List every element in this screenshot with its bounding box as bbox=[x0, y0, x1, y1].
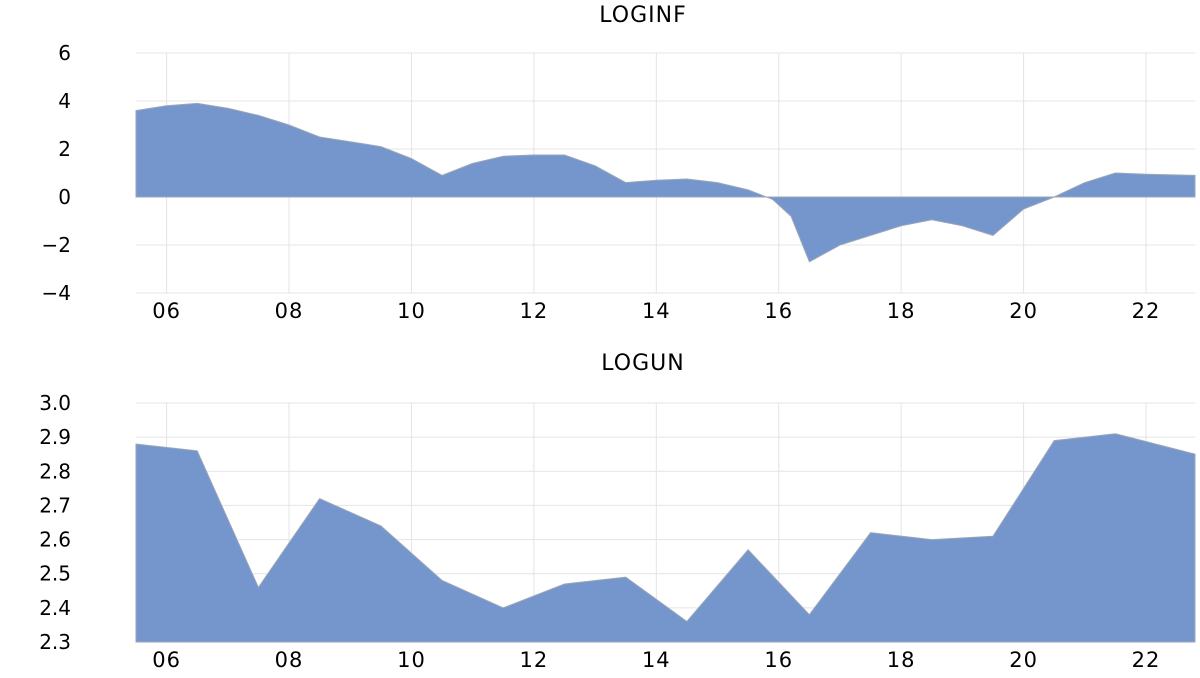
loginf-x-tick-label: 18 bbox=[887, 299, 916, 323]
logun-x-tick-label: 06 bbox=[152, 648, 181, 672]
logun-x-tick-label: 16 bbox=[764, 648, 793, 672]
logun-y-tick-label: 2.3 bbox=[39, 630, 71, 654]
loginf-chart-title: LOGINF bbox=[599, 3, 686, 28]
logun-x-tick-label: 22 bbox=[1132, 648, 1161, 672]
loginf-x-tick-label: 10 bbox=[397, 299, 426, 323]
logun-y-tick-label: 2.4 bbox=[39, 596, 71, 620]
loginf-y-tick-label: 6 bbox=[58, 41, 71, 65]
loginf-x-tick-label: 20 bbox=[1009, 299, 1038, 323]
logun-x-tick-label: 20 bbox=[1009, 648, 1038, 672]
logun-y-tick-label: 2.8 bbox=[39, 459, 71, 483]
loginf-y-tick-label: −4 bbox=[42, 281, 71, 305]
logun-x-tick-label: 14 bbox=[642, 648, 671, 672]
logun-x-tick-label: 12 bbox=[520, 648, 549, 672]
logun-chart-panel: 3.0 2.9 2.8 2.7 2.6 2.5 2.4 2.3 06 08 10 12 14 16 18 20… bbox=[39, 391, 1196, 672]
logun-y-tick-label: 2.7 bbox=[39, 493, 71, 517]
logun-y-tick-label: 2.6 bbox=[39, 528, 71, 552]
logun-x-tick-label: 10 bbox=[397, 648, 426, 672]
loginf-x-tick-label: 12 bbox=[520, 299, 549, 323]
loginf-x-tick-label: 22 bbox=[1132, 299, 1161, 323]
logun-area-series bbox=[135, 433, 1196, 643]
loginf-x-tick-label: 14 bbox=[642, 299, 671, 323]
logun-y-tick-label: 2.5 bbox=[39, 562, 71, 586]
loginf-x-tick-label: 08 bbox=[275, 299, 304, 323]
logun-x-tick-label: 18 bbox=[887, 648, 916, 672]
logun-y-tick-label: 3.0 bbox=[39, 391, 71, 415]
logun-y-tick-label: 2.9 bbox=[39, 425, 71, 449]
loginf-y-tick-label: 0 bbox=[58, 185, 71, 209]
logun-x-tick-label: 08 bbox=[275, 648, 304, 672]
loginf-area-series bbox=[135, 102, 1196, 263]
loginf-x-tick-label: 16 bbox=[764, 299, 793, 323]
loginf-y-tick-label: −2 bbox=[42, 233, 71, 257]
loginf-x-tick-label: 06 bbox=[152, 299, 181, 323]
logun-chart-title: LOGUN bbox=[601, 351, 684, 376]
loginf-y-tick-label: 2 bbox=[58, 137, 71, 161]
loginf-y-tick-label: 4 bbox=[58, 89, 71, 113]
